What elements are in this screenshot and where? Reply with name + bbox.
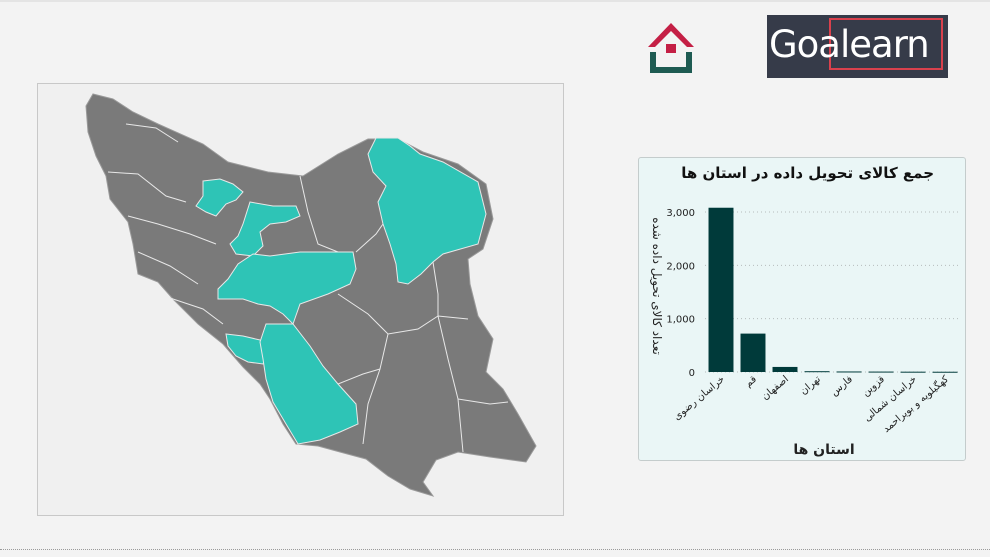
bar xyxy=(740,333,766,372)
y-tick-label: 3,000 xyxy=(666,208,695,219)
window-bottom-border xyxy=(0,549,990,550)
x-tick-label: قزوین xyxy=(860,374,887,399)
chart-title: جمع کالای تحویل داده در استان ها xyxy=(681,164,934,182)
bar xyxy=(772,366,798,372)
bar xyxy=(868,371,894,373)
logo-accent-frame xyxy=(829,18,943,70)
map-province-borders xyxy=(107,123,509,453)
bar xyxy=(900,371,926,373)
bar xyxy=(708,207,734,372)
logo-text: Goalearn xyxy=(769,23,930,66)
home-icon[interactable] xyxy=(645,20,697,74)
x-tick-label: تهران xyxy=(798,374,823,397)
chart-card: جمع کالای تحویل داده در استان ها 0 1,000 2… xyxy=(638,157,966,461)
map-highlight-kohgiluyeh xyxy=(225,333,271,365)
bar xyxy=(836,371,862,373)
bar-chart: 0 1,000 2,000 3,000 خراسان رضوی قم اصفهان تهران… xyxy=(649,207,961,458)
x-tick-label: قم xyxy=(743,374,759,390)
y-tick-label: 2,000 xyxy=(666,261,695,272)
window-top-border xyxy=(0,0,990,2)
x-tick-label: فارس xyxy=(829,374,855,399)
map-highlight-khorasan xyxy=(367,137,487,285)
bar xyxy=(804,371,830,373)
province-map-panel xyxy=(37,83,564,516)
goalearn-logo[interactable]: Goalearn xyxy=(767,15,948,78)
map-highlight-qazvin xyxy=(195,178,244,217)
map-highlight-fars xyxy=(259,323,359,445)
x-tick-label: اصفهان xyxy=(760,374,791,403)
x-tick-label: خراسان رضوی xyxy=(672,374,727,423)
bar xyxy=(932,371,958,373)
y-tick-label: 1,000 xyxy=(666,315,695,326)
y-tick-label: 0 xyxy=(689,368,695,379)
y-axis-label: تعداد کالای تحویل داده شده xyxy=(649,217,664,355)
iran-province-map xyxy=(85,93,537,497)
x-axis-label: استان ها xyxy=(793,442,854,458)
map-highlight-tehran xyxy=(229,201,301,257)
